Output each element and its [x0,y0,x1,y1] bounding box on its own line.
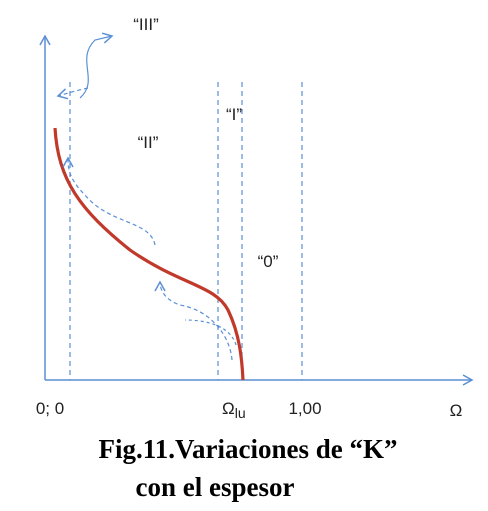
region-label: “I” [226,105,242,124]
omega: Ω [222,399,235,418]
one-label: 1,00 [288,399,321,418]
k-curve [53,127,245,381]
region-label: “0” [258,252,279,271]
arrow [79,32,114,99]
flow-arrows [56,32,237,361]
omega-lu-label: Ωlu [222,399,246,421]
region-label: “II” [138,133,159,152]
arrow [154,280,233,361]
subscript: lu [235,405,246,421]
dashed-lines [69,82,303,380]
arrow [184,319,237,346]
region-label: “III” [133,15,159,34]
origin-label: 0; 0 [36,399,64,418]
caption: con el espesor [136,472,295,502]
caption: Fig.11.Variaciones de “K” [98,434,397,464]
arrow [56,87,89,100]
x-axis-label: Ω [450,401,463,420]
axes [39,34,474,386]
